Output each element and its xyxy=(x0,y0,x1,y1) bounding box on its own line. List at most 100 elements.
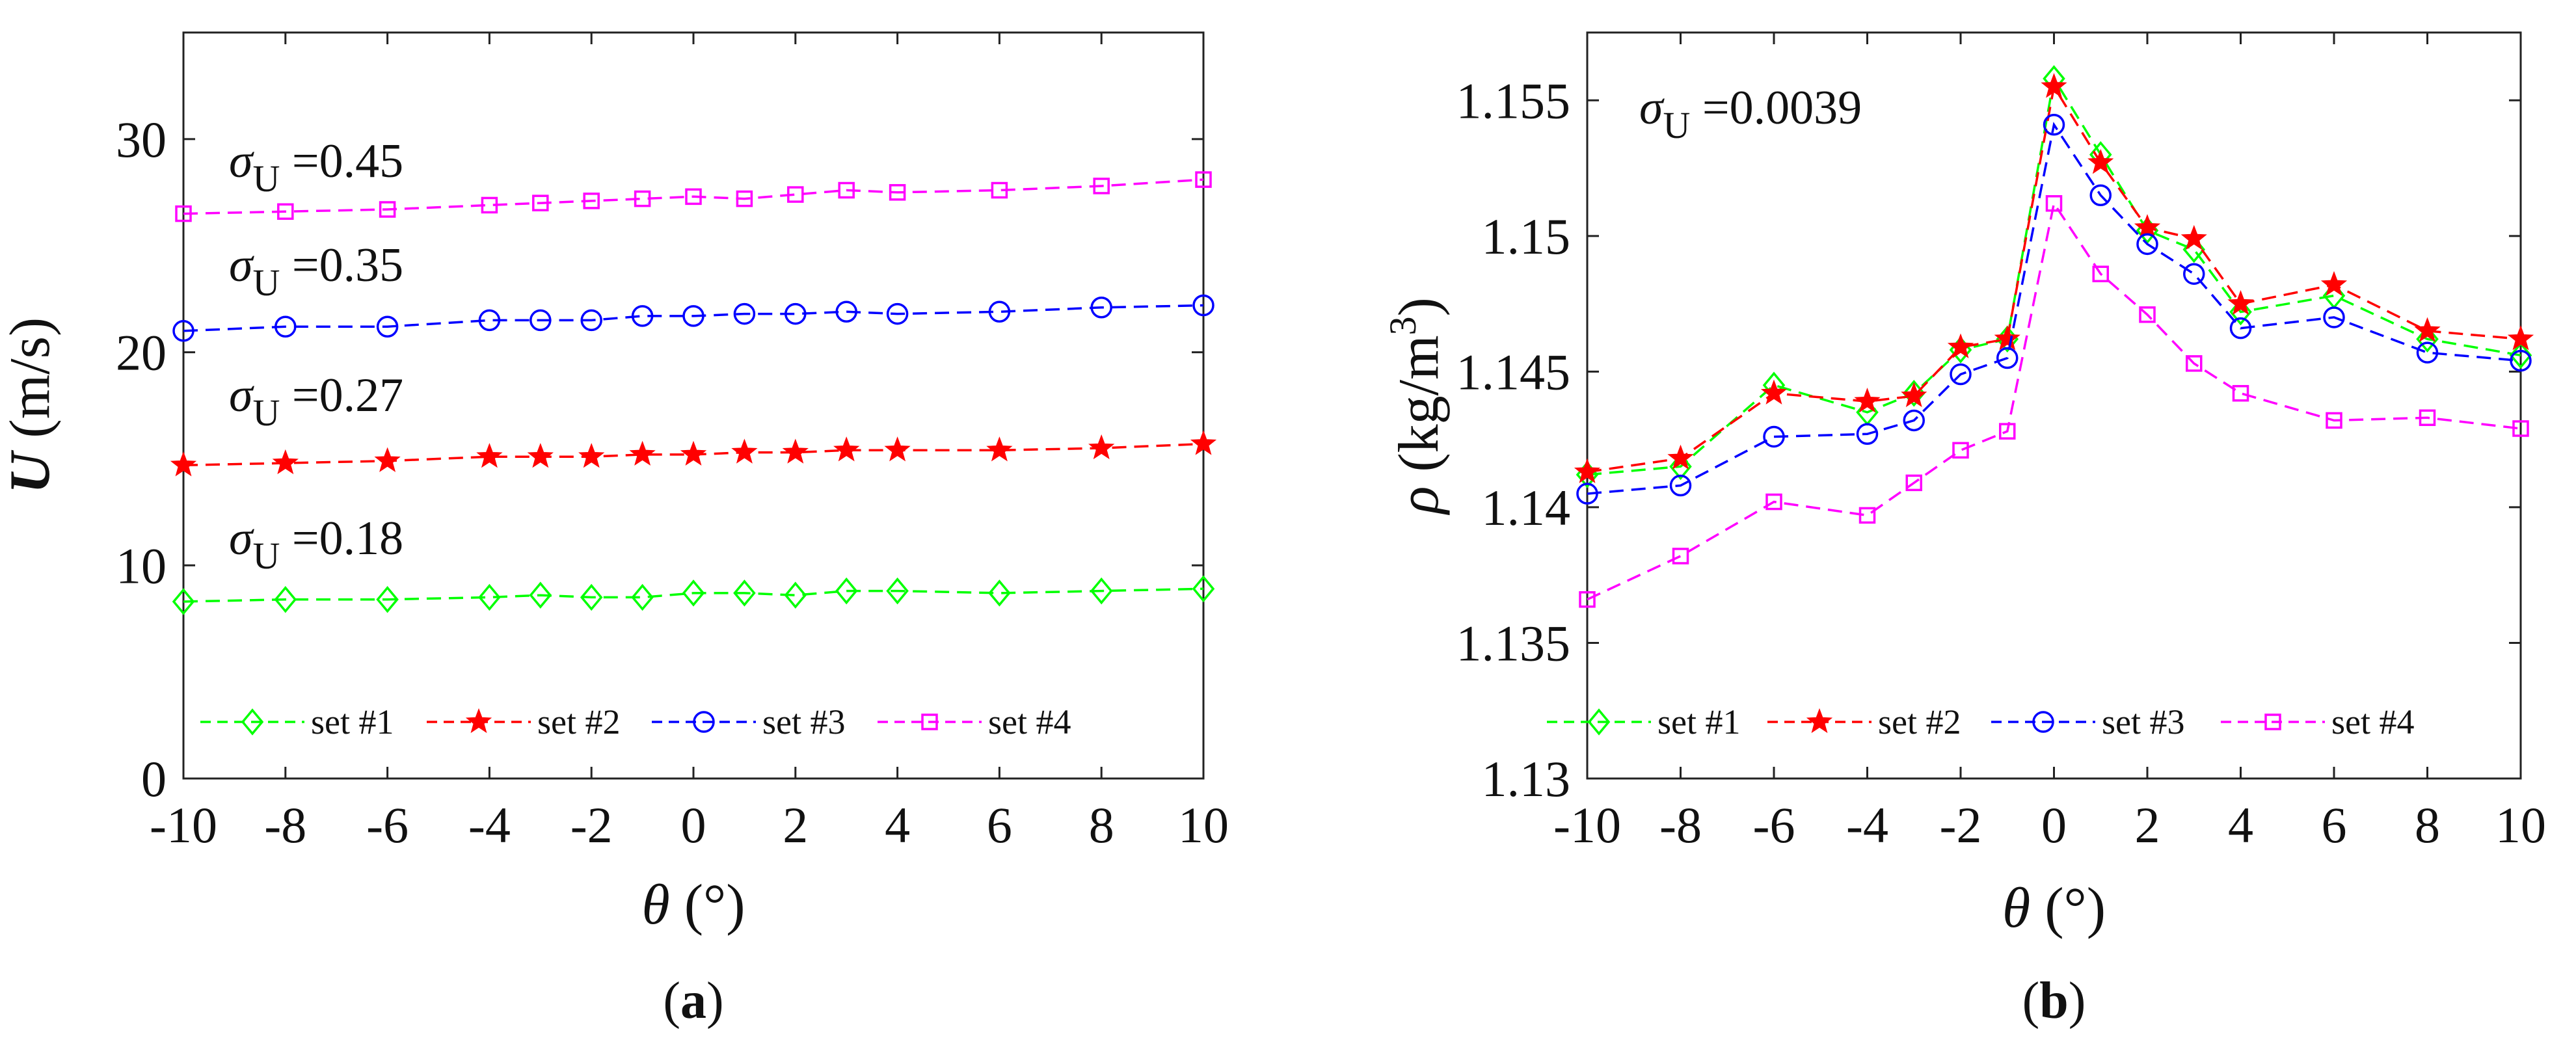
sigma-value: =0.45 xyxy=(280,135,403,188)
y-axis-symbol: ρ xyxy=(1388,486,1451,516)
y-tick-label: 0 xyxy=(141,751,167,807)
legend-marker xyxy=(241,708,264,736)
data-point xyxy=(1090,577,1113,605)
data-point xyxy=(835,577,858,605)
x-tick-label: 4 xyxy=(2228,797,2253,853)
legend-label: set #2 xyxy=(1878,702,1961,741)
data-point xyxy=(2326,412,2342,429)
y-tick-label: 1.135 xyxy=(1456,615,1571,671)
data-point xyxy=(1903,409,1925,432)
x-tick-label: 10 xyxy=(1178,797,1229,853)
data-point xyxy=(988,300,1011,323)
y-tick-label: 20 xyxy=(116,325,167,381)
y-tick-label: 1.13 xyxy=(1482,751,1571,807)
legend-item: set #1 xyxy=(1547,702,1741,741)
data-point xyxy=(1579,591,1596,608)
data-point xyxy=(731,438,758,464)
data-point xyxy=(1950,363,1972,386)
data-point xyxy=(1574,458,1601,483)
legend-item: set #1 xyxy=(200,702,394,741)
data-point xyxy=(376,585,399,613)
data-point xyxy=(478,583,501,611)
data-point xyxy=(1093,178,1110,194)
data-point xyxy=(2419,409,2436,427)
series-1 xyxy=(172,575,1215,615)
data-point xyxy=(272,449,299,475)
sigma-annotation: σU =0.45 xyxy=(229,135,403,200)
data-point xyxy=(175,205,192,222)
data-point xyxy=(886,577,909,605)
data-point xyxy=(2229,317,2252,339)
sigma-annotation: σU =0.18 xyxy=(229,512,403,577)
x-tick-label: -10 xyxy=(1553,797,1621,853)
x-axis-unit: (°) xyxy=(684,873,745,937)
data-point xyxy=(1765,493,1782,511)
chart-panel-b: -10 -8 -6 -4 -2 0 2 4 6 8 10 1.13 1.135 1.14 1.145 1.15… xyxy=(1382,31,2546,1030)
data-point xyxy=(2320,271,2348,297)
x-tick-label: 4 xyxy=(885,797,910,853)
data-point xyxy=(2416,325,2439,353)
x-axis-unit: (°) xyxy=(2045,877,2106,940)
data-point xyxy=(1999,423,2016,440)
data-point xyxy=(1996,347,2019,369)
y-axis-symbol: U xyxy=(0,449,62,494)
data-point xyxy=(374,447,401,472)
data-point xyxy=(2089,184,2112,207)
data-point xyxy=(833,436,860,462)
x-tick-label: -6 xyxy=(366,797,409,853)
data-point xyxy=(1994,325,2020,351)
data-point xyxy=(583,193,600,209)
panel-label-close: ) xyxy=(2069,972,2086,1030)
legend-item: set #3 xyxy=(652,702,846,741)
data-point xyxy=(578,443,605,468)
data-point xyxy=(631,305,654,327)
data-point xyxy=(629,440,656,466)
legend-label: set #3 xyxy=(762,702,846,741)
data-point xyxy=(2041,73,2067,98)
sigma-symbol: σ xyxy=(229,239,254,292)
x-tick-label: -2 xyxy=(1940,797,1982,853)
legend-item: set #3 xyxy=(1991,702,2185,741)
data-point xyxy=(736,190,753,207)
data-point xyxy=(886,302,909,325)
data-point xyxy=(835,300,857,323)
data-point xyxy=(275,315,297,338)
legend-label: set #2 xyxy=(537,702,621,741)
series-line xyxy=(183,587,1204,603)
data-point xyxy=(1192,294,1214,317)
x-tick-label: -10 xyxy=(150,797,217,853)
legend-item: set #2 xyxy=(427,702,621,741)
data-point xyxy=(1669,474,1692,497)
data-point xyxy=(2136,233,2158,256)
legend-marker xyxy=(2264,713,2281,730)
data-point xyxy=(172,320,195,342)
data-point xyxy=(986,436,1013,462)
x-tick-label: -6 xyxy=(1753,797,1795,853)
series-line xyxy=(1587,83,2521,473)
sigma-value: =0.18 xyxy=(280,512,403,565)
series-line xyxy=(183,304,1204,332)
data-point xyxy=(2186,355,2203,372)
y-axis-unit: (kg/m xyxy=(1388,335,1451,472)
data-point xyxy=(838,181,855,199)
legend: set #1 set #2 set #3 set #4 xyxy=(200,702,1071,741)
y-axis-unit-superscript: 3 xyxy=(1382,316,1424,335)
panel-label: (a) xyxy=(663,972,723,1030)
y-tick-label: 30 xyxy=(116,111,167,168)
y-axis-label: U (m/s) xyxy=(0,317,62,494)
data-point xyxy=(1763,425,1785,448)
sigma-annotation: σU =0.27 xyxy=(229,369,403,434)
sigma-subscript: U xyxy=(1663,104,1691,146)
data-point xyxy=(2323,306,2345,328)
legend-label: set #4 xyxy=(2331,702,2415,741)
y-axis-label: ρ (kg/m3) xyxy=(1382,297,1451,516)
data-point xyxy=(1195,171,1212,188)
y-tick-label: 10 xyxy=(116,537,167,594)
series-2 xyxy=(1574,73,2534,483)
data-point xyxy=(1854,388,1881,413)
data-point xyxy=(2507,325,2534,351)
data-point xyxy=(991,181,1008,199)
y-axis-unit: (m/s) xyxy=(0,317,62,438)
series-2 xyxy=(170,430,1217,477)
series-line xyxy=(1587,75,2521,476)
